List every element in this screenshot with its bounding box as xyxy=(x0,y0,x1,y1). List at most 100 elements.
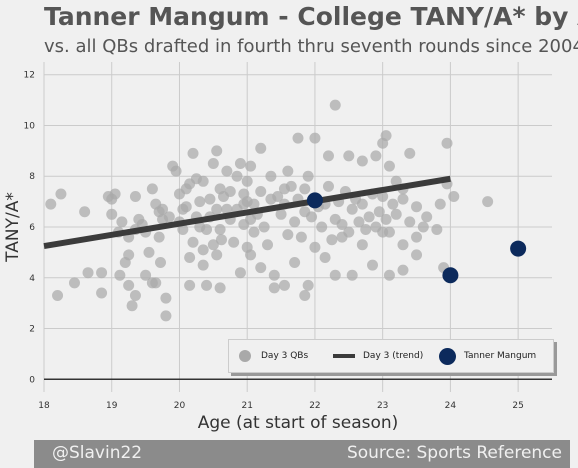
day3-point xyxy=(106,193,118,205)
day3-point xyxy=(143,246,155,258)
legend-label-day3: Day 3 QBs xyxy=(261,351,309,361)
day3-point xyxy=(170,165,182,177)
day3-point xyxy=(356,198,368,210)
legend-label-trend: Day 3 (trend) xyxy=(363,351,424,361)
day3-point xyxy=(346,269,358,281)
x-tick-label: 23 xyxy=(377,401,388,411)
player-point xyxy=(306,192,323,209)
x-tick-label: 19 xyxy=(106,401,118,411)
y-tick-label: 6 xyxy=(29,223,35,233)
day3-point xyxy=(123,279,135,291)
day3-point xyxy=(380,213,392,225)
day3-point xyxy=(215,234,227,246)
x-tick-label: 22 xyxy=(309,401,320,411)
day3-point xyxy=(180,201,192,213)
day3-point xyxy=(68,277,80,289)
day3-point xyxy=(390,208,402,220)
day3-point xyxy=(160,292,172,304)
day3-point xyxy=(241,175,253,187)
day3-point xyxy=(285,180,297,192)
day3-point xyxy=(370,150,382,162)
day3-point xyxy=(278,279,290,291)
day3-point xyxy=(319,251,331,263)
day3-point xyxy=(114,269,126,281)
day3-point xyxy=(211,249,223,261)
day3-point xyxy=(248,226,260,238)
day3-point xyxy=(55,188,67,200)
day3-point xyxy=(207,239,219,251)
x-tick-label: 25 xyxy=(512,401,523,411)
day3-point xyxy=(211,145,223,157)
legend: Day 3 QBs Day 3 (trend) Tanner Mangum xyxy=(228,339,554,373)
day3-point xyxy=(329,269,341,281)
day3-point xyxy=(343,150,355,162)
day3-point xyxy=(380,130,392,142)
day3-point xyxy=(289,216,301,228)
day3-point xyxy=(255,185,267,197)
day3-point xyxy=(309,241,321,253)
day3-point xyxy=(299,290,311,302)
y-tick-label: 0 xyxy=(29,375,35,385)
day3-point xyxy=(45,198,57,210)
x-tick-label: 24 xyxy=(445,401,457,411)
day3-point xyxy=(187,147,199,159)
day3-points xyxy=(45,99,494,322)
day3-point xyxy=(363,211,375,223)
day3-point xyxy=(245,249,257,261)
y-axis-label: TANY/A* xyxy=(3,192,23,263)
y-tick-label: 2 xyxy=(29,325,35,335)
player-points xyxy=(306,192,527,284)
day3-point xyxy=(346,203,358,215)
day3-point xyxy=(184,251,196,263)
day3-point xyxy=(417,221,429,233)
day3-point xyxy=(129,290,141,302)
day3-point xyxy=(404,147,416,159)
day3-point xyxy=(448,191,460,203)
day3-point xyxy=(52,290,64,302)
day3-point xyxy=(96,287,108,299)
day3-point xyxy=(204,193,216,205)
day3-point xyxy=(275,208,287,220)
day3-point xyxy=(234,158,246,170)
day3-point xyxy=(197,244,209,256)
day3-point xyxy=(106,208,118,220)
x-tick-label: 18 xyxy=(38,401,50,411)
day3-point xyxy=(367,259,379,271)
day3-point xyxy=(282,165,294,177)
day3-point xyxy=(155,257,167,269)
day3-point xyxy=(82,267,94,279)
day3-point xyxy=(150,277,162,289)
day3-point xyxy=(482,196,494,208)
day3-point xyxy=(221,165,233,177)
legend-marker-player xyxy=(439,347,456,365)
day3-point xyxy=(383,160,395,172)
legend-item-player: Tanner Mangum xyxy=(439,340,536,372)
day3-point xyxy=(268,269,280,281)
y-tick-label: 10 xyxy=(24,121,36,131)
legend-marker-trend xyxy=(333,354,355,358)
trend-line xyxy=(43,175,451,249)
day3-point xyxy=(146,183,158,195)
day3-point xyxy=(404,216,416,228)
x-tick-label: 20 xyxy=(174,401,186,411)
day3-point xyxy=(397,193,409,205)
day3-point xyxy=(231,170,243,182)
day3-point xyxy=(434,198,446,210)
day3-point xyxy=(431,224,443,236)
footer-bar: @Slavin22 Source: Sports Reference xyxy=(34,440,570,468)
day3-point xyxy=(421,211,433,223)
legend-item-trend: Day 3 (trend) xyxy=(333,340,423,372)
day3-point xyxy=(411,201,423,213)
day3-point xyxy=(322,180,334,192)
day3-point xyxy=(265,193,277,205)
y-tick-label: 12 xyxy=(24,71,35,81)
day3-point xyxy=(373,206,385,218)
day3-point xyxy=(322,150,334,162)
x-axis-label: Age (at start of season) xyxy=(198,413,399,433)
day3-point xyxy=(187,236,199,248)
day3-point xyxy=(268,282,280,294)
day3-point xyxy=(292,132,304,144)
day3-point xyxy=(262,239,274,251)
